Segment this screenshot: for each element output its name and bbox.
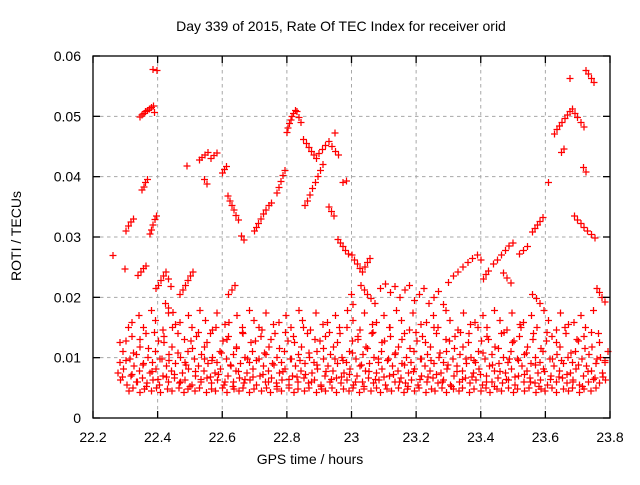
- x-tick-label: 22.4: [144, 429, 171, 445]
- y-tick-label: 0.01: [54, 350, 81, 366]
- y-tick-label: 0.03: [54, 229, 81, 245]
- y-tick-label: 0.05: [54, 108, 81, 124]
- y-tick-label: 0.04: [54, 169, 81, 185]
- y-axis-label: ROTI / TECUs: [8, 191, 24, 281]
- y-tick-label: 0: [73, 410, 81, 426]
- tick-labels-layer: 22.2 22.4 22.6 22.8 23 23.2 23.4 23.6 23.8 0 0.01 0…: [54, 48, 624, 445]
- x-tick-label: 23.6: [532, 429, 559, 445]
- x-axis-label: GPS time / hours: [257, 451, 364, 467]
- axes-layer: [92, 55, 611, 419]
- x-tick-label: 23: [344, 429, 360, 445]
- scatter-markers: [109, 66, 612, 396]
- chart-title: Day 339 of 2015, Rate Of TEC Index for r…: [176, 18, 506, 34]
- x-tick-label: 23.4: [467, 429, 494, 445]
- y-tick-label: 0.06: [54, 48, 81, 64]
- x-tick-label: 22.8: [273, 429, 300, 445]
- x-tick-label: 23.8: [596, 429, 623, 445]
- data-points-layer: [109, 66, 612, 396]
- x-tick-label: 23.2: [403, 429, 430, 445]
- y-tick-label: 0.02: [54, 289, 81, 305]
- x-tick-label: 22.6: [209, 429, 236, 445]
- x-tick-label: 22.2: [79, 429, 106, 445]
